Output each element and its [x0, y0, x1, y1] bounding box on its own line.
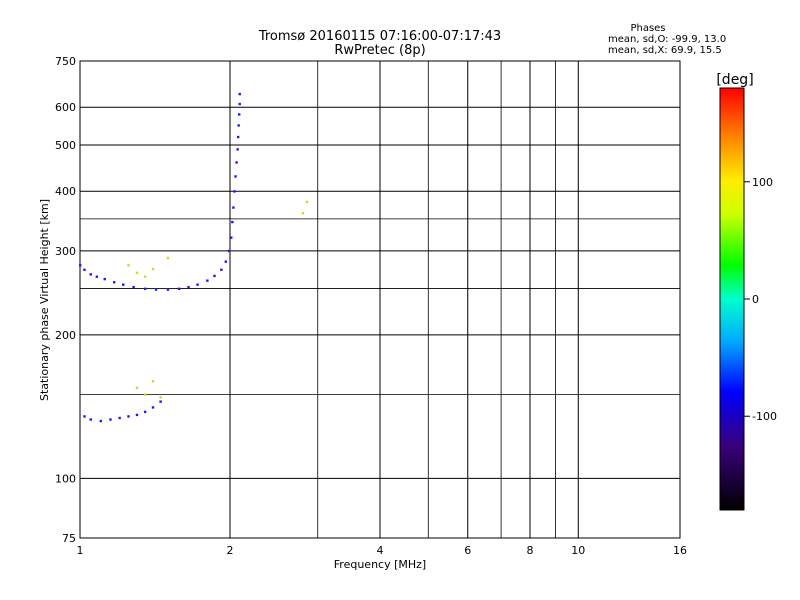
data-point	[233, 190, 236, 193]
data-point	[143, 393, 147, 396]
data-point	[159, 400, 162, 403]
y-tick-label: 300	[55, 245, 76, 258]
data-point	[187, 285, 190, 289]
y-tick-label: 600	[55, 101, 76, 114]
data-point	[196, 283, 199, 286]
data-point	[143, 410, 147, 414]
colorbar-tick-label: 0	[752, 293, 759, 306]
x-tick-label: 6	[464, 544, 471, 557]
data-point	[143, 275, 147, 278]
data-point	[231, 220, 234, 224]
data-point	[83, 268, 86, 271]
colorbar-tick-label: -100	[752, 410, 777, 423]
data-point	[143, 287, 147, 290]
data-point	[166, 256, 170, 260]
data-point	[99, 419, 103, 423]
data-point	[237, 124, 240, 127]
x-tick-label: 8	[527, 544, 534, 557]
data-point	[112, 281, 116, 284]
data-point	[151, 267, 155, 271]
data-point	[235, 161, 238, 164]
data-point	[236, 148, 239, 151]
data-point	[227, 249, 231, 253]
data-point	[79, 264, 82, 267]
y-tick-label: 100	[55, 472, 76, 485]
data-point	[220, 268, 223, 271]
data-point	[132, 285, 135, 289]
data-point	[127, 415, 130, 418]
x-axis-label: Frequency [MHz]	[334, 558, 426, 571]
data-point	[238, 102, 241, 106]
data-point	[224, 260, 228, 263]
stats-line-o: mean, sd,O: -99.9, 13.0	[608, 34, 726, 45]
y-tick-label: 75	[62, 532, 76, 545]
data-point	[122, 283, 125, 286]
data-point	[230, 236, 233, 239]
x-tick-label: 2	[227, 544, 234, 557]
data-point	[151, 406, 155, 409]
y-tick-label: 400	[55, 185, 76, 198]
chart-subtitle: RwPretec (8p)	[334, 43, 425, 58]
data-point	[135, 413, 139, 417]
data-point	[301, 212, 305, 215]
data-point	[89, 418, 92, 421]
colorbar-ticks: 100 0 -100	[744, 176, 777, 423]
data-point	[238, 92, 241, 96]
data-point	[103, 277, 106, 281]
colorbar-label: [deg]	[716, 72, 753, 88]
y-tick-label: 500	[55, 139, 76, 152]
x-tick-labels: 1 2 4 6 8 10 16	[77, 544, 688, 557]
data-point	[109, 418, 112, 421]
data-point	[166, 288, 170, 291]
colorbar-tick-label: 100	[752, 176, 773, 189]
data-point	[234, 175, 237, 178]
data-point	[213, 274, 216, 278]
data-point	[305, 200, 309, 204]
data-point	[238, 113, 241, 116]
chart-title: Tromsø 20160115 07:16:00-07:17:43	[258, 29, 501, 44]
data-point	[232, 206, 235, 209]
data-point	[135, 271, 139, 275]
stats-heading: Phases	[630, 23, 665, 34]
data-point	[151, 380, 155, 383]
data-point	[236, 135, 240, 139]
y-tick-label: 200	[55, 329, 76, 342]
x-tick-label: 16	[673, 544, 687, 557]
data-point	[83, 415, 86, 418]
colorbar	[719, 87, 745, 511]
y-tick-label: 750	[55, 55, 76, 68]
y-axis-label: Stationary phase Virtual Height [km]	[38, 199, 51, 401]
data-point	[159, 396, 162, 399]
y-tick-labels: 75 100 200 300 400 500 600 750	[55, 55, 76, 545]
x-tick-label: 4	[377, 544, 384, 557]
data-point	[177, 287, 181, 290]
stats-line-x: mean, sd,X: 69.9, 15.5	[608, 45, 722, 56]
data-point	[89, 273, 92, 276]
data-point	[95, 275, 99, 278]
data-point	[118, 416, 121, 420]
data-points	[79, 92, 309, 423]
plot-grid	[79, 60, 681, 539]
x-tick-label: 10	[571, 544, 585, 557]
data-point	[127, 264, 130, 267]
data-point	[135, 386, 139, 390]
x-tick-label: 1	[77, 544, 84, 557]
data-point	[154, 288, 158, 291]
data-point	[206, 279, 209, 282]
